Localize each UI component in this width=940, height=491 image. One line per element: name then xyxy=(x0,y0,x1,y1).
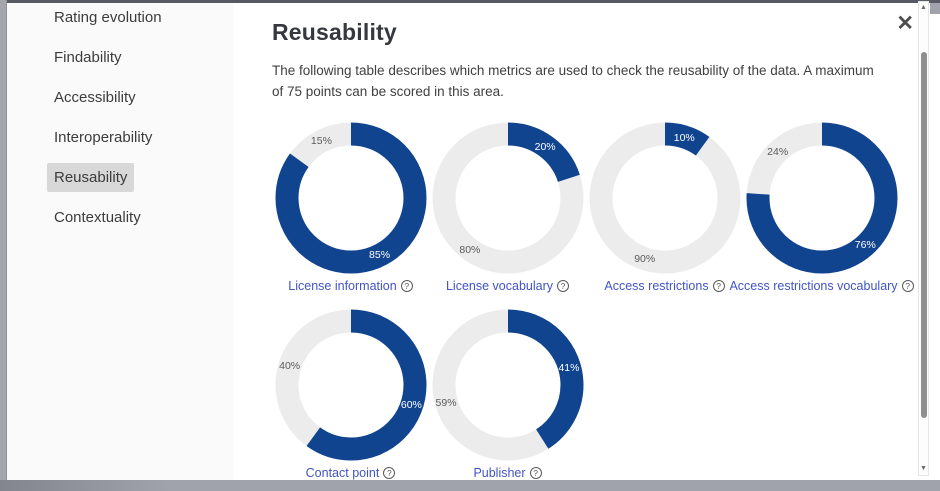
donut-value-segment[interactable] xyxy=(432,122,583,274)
backdrop-left-edge xyxy=(0,0,7,491)
sidebar-item-rating-evolution[interactable]: Rating evolution xyxy=(7,3,233,37)
scrollbar-thumb[interactable] xyxy=(920,52,927,418)
backdrop-corner xyxy=(930,0,940,14)
donut-chart-publisher: 41% 59% xyxy=(430,307,586,463)
backdrop-bottom-edge xyxy=(0,480,940,491)
help-icon[interactable]: ? xyxy=(383,467,396,480)
sidebar-item-label: Reusability xyxy=(47,162,135,192)
donut-percent-label: 90% xyxy=(634,253,656,266)
donut-chart-contact-point: 60% 40% xyxy=(273,307,429,463)
donut-value-segment[interactable] xyxy=(275,309,426,461)
chart-label-text: Publisher xyxy=(473,466,526,481)
sidebar-item-findability[interactable]: Findability xyxy=(7,37,233,77)
close-icon[interactable]: ✕ xyxy=(896,12,914,35)
chart-label: Access restrictions ? xyxy=(604,279,725,294)
donut-chart-license-vocabulary: 20% 80% xyxy=(430,120,586,276)
donut-percent-label: 20% xyxy=(534,140,556,153)
chart-label-text: Contact point xyxy=(305,466,380,481)
chart-cell-contact-point: 60% 40% Contact point ? xyxy=(272,307,429,480)
donut-percent-label: 24% xyxy=(767,145,789,158)
chart-label: Contact point ? xyxy=(306,466,396,480)
vertical-scrollbar[interactable]: ▲ ▼ xyxy=(918,1,929,476)
donut-percent-label: 41% xyxy=(558,361,580,374)
donut-percent-label: 80% xyxy=(459,244,481,257)
quality-metrics-dialog: Rating evolution Findability Accessibili… xyxy=(7,3,940,480)
sidebar-item-interoperability[interactable]: Interoperability xyxy=(7,117,233,157)
chart-label: Publisher ? xyxy=(473,466,542,481)
sidebar-item-accessibility[interactable]: Accessibility xyxy=(7,77,233,117)
help-icon[interactable]: ? xyxy=(400,280,413,293)
donut-percent-label: 10% xyxy=(673,131,695,144)
sidebar-item-label: Findability xyxy=(54,48,122,66)
chart-cell-access-restrictions-vocabulary: 76% 24% Access restrictions vocabulary ? xyxy=(729,120,914,293)
chart-label-text: License vocabulary xyxy=(445,279,553,294)
sidebar-nav: Rating evolution Findability Accessibili… xyxy=(7,3,233,237)
help-icon[interactable]: ? xyxy=(901,280,914,293)
sidebar-item-label: Rating evolution xyxy=(54,8,162,26)
chart-label: License vocabulary ? xyxy=(446,279,569,293)
sidebar-item-label: Contextuality xyxy=(54,208,141,226)
dialog-sidebar: Rating evolution Findability Accessibili… xyxy=(7,3,233,480)
donut-percent-label: 76% xyxy=(854,239,876,252)
donut-charts-grid: 85% 15% License information ? 20% 80% Lice… xyxy=(272,120,914,480)
page-title: Reusability xyxy=(272,19,397,45)
chart-label: License information ? xyxy=(288,279,413,294)
sidebar-item-contextuality[interactable]: Contextuality xyxy=(7,197,233,237)
donut-value-segment[interactable] xyxy=(432,309,583,461)
donut-percent-label: 15% xyxy=(310,135,332,148)
donut-percent-label: 60% xyxy=(400,399,422,412)
donut-value-segment[interactable] xyxy=(275,122,426,274)
donut-chart-access-restrictions-vocabulary: 76% 24% xyxy=(744,120,900,276)
chart-cell-publisher: 41% 59% Publisher ? xyxy=(429,307,586,480)
sidebar-item-label: Accessibility xyxy=(54,88,136,106)
donut-value-segment[interactable] xyxy=(746,122,897,274)
help-icon[interactable]: ? xyxy=(557,280,569,293)
help-icon[interactable]: ? xyxy=(712,280,725,293)
chart-cell-license-information: 85% 15% License information ? xyxy=(272,120,429,293)
donut-percent-label: 59% xyxy=(435,397,457,410)
sidebar-item-label: Interoperability xyxy=(54,128,153,146)
chart-label-text: License information xyxy=(288,279,397,294)
chart-cell-access-restrictions: 10% 90% Access restrictions ? xyxy=(586,120,743,293)
donut-chart-license-information: 85% 15% xyxy=(273,120,429,276)
backdrop-top-edge xyxy=(0,0,940,3)
donut-remainder-segment[interactable] xyxy=(589,122,740,274)
sidebar-item-reusability[interactable]: Reusability xyxy=(7,157,233,197)
chart-label-text: Access restrictions vocabulary xyxy=(729,279,898,294)
donut-chart-access-restrictions: 10% 90% xyxy=(587,120,743,276)
donut-percent-label: 40% xyxy=(279,359,301,372)
scroll-up-icon[interactable]: ▲ xyxy=(920,4,927,11)
dialog-content: Reusability The following table describe… xyxy=(233,3,940,480)
chart-label: Access restrictions vocabulary ? xyxy=(729,279,914,294)
chart-label-text: Access restrictions xyxy=(604,279,709,294)
donut-value-segment[interactable] xyxy=(589,122,740,274)
chart-cell-license-vocabulary: 20% 80% License vocabulary ? xyxy=(429,120,586,293)
donut-percent-label: 85% xyxy=(369,249,391,262)
scroll-down-icon[interactable]: ▼ xyxy=(920,465,927,472)
description-text: The following table describes which metr… xyxy=(272,62,874,99)
help-icon[interactable]: ? xyxy=(529,467,542,480)
